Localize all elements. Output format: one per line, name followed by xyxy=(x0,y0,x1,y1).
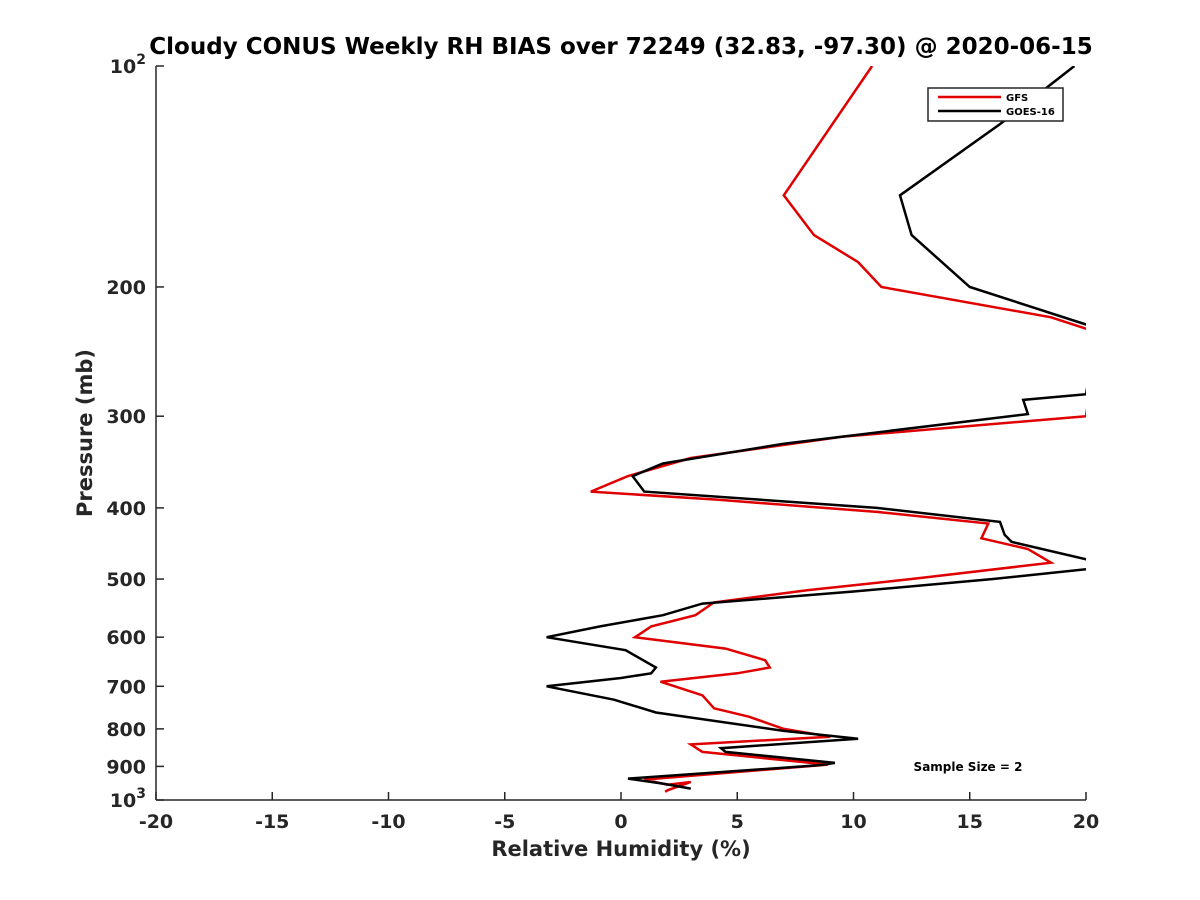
y-tick-label: 700 xyxy=(106,676,146,698)
series-line-goes16 xyxy=(546,66,1086,790)
y-tick-label: 200 xyxy=(106,277,146,299)
y-tick-label: 400 xyxy=(106,498,146,520)
legend: GFS GOES-16 xyxy=(927,87,1064,122)
x-tick-label: 5 xyxy=(731,811,744,833)
x-axis-ticks: -20 -15 -10 -5 0 5 10 15 20 xyxy=(139,792,1099,833)
x-tick-label: 10 xyxy=(840,811,866,833)
y-axis-label: Pressure (mb) xyxy=(73,349,97,517)
y-tick-label: 600 xyxy=(106,627,146,649)
x-tick-label: -15 xyxy=(255,811,289,833)
y-tick-label: 300 xyxy=(106,406,146,428)
legend-label-goes16: GOES-16 xyxy=(1006,107,1055,118)
y-axis-ticks: 102 200 300 400 500 600 700 800 900 103 xyxy=(106,52,164,812)
x-tick-label: 0 xyxy=(614,811,627,833)
x-tick-label: 20 xyxy=(1073,811,1099,833)
y-tick-label: 800 xyxy=(106,719,146,741)
y-tick-label: 500 xyxy=(106,569,146,591)
sample-size-annotation: Sample Size = 2 xyxy=(914,760,1023,774)
x-tick-label: -5 xyxy=(494,811,515,833)
y-tick-label: 102 xyxy=(110,52,146,78)
y-tick-label: 900 xyxy=(106,756,146,778)
y-tick-label: 103 xyxy=(110,786,146,812)
legend-label-gfs: GFS xyxy=(1006,93,1028,104)
x-tick-label: -10 xyxy=(371,811,405,833)
x-axis-label: Relative Humidity (%) xyxy=(491,837,750,861)
x-tick-label: -20 xyxy=(139,811,173,833)
series-layer xyxy=(546,66,1086,793)
x-tick-label: 15 xyxy=(957,811,983,833)
chart-title: Cloudy CONUS Weekly RH BIAS over 72249 (… xyxy=(149,34,1092,60)
series-line-gfs xyxy=(590,66,1086,793)
legend-box xyxy=(927,87,1064,122)
